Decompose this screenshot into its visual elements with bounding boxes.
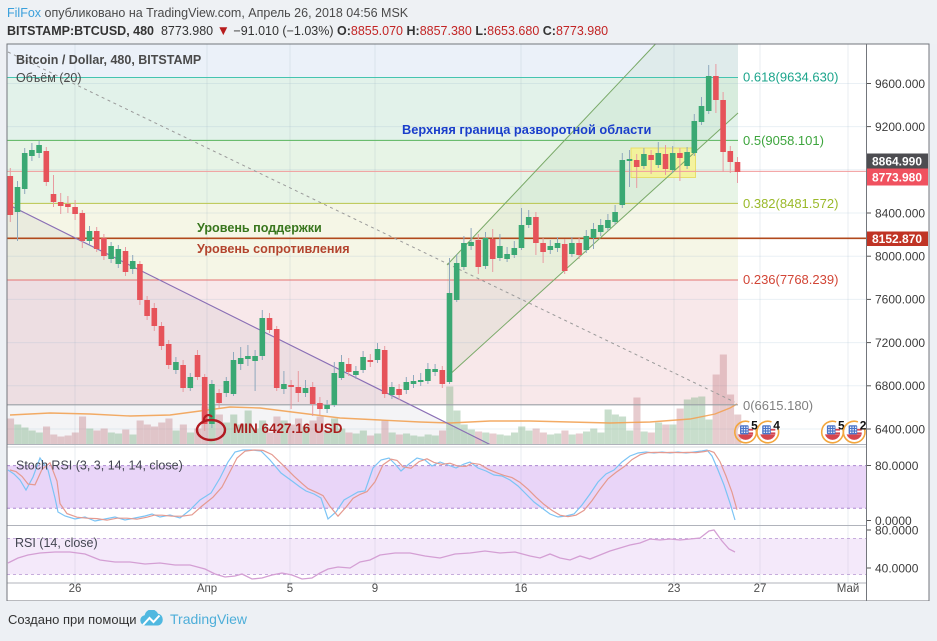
svg-text:40.0000: 40.0000 — [875, 561, 919, 575]
svg-text:Stoch RSI (3, 3, 14, 14, close: Stoch RSI (3, 3, 14, 14, close) — [16, 459, 183, 473]
svg-text:9: 9 — [372, 583, 378, 595]
svg-text:MIN 6427.16 USD: MIN 6427.16 USD — [233, 421, 343, 436]
svg-text:Верхняя граница разворотной об: Верхняя граница разворотной области — [402, 122, 651, 137]
svg-text:26: 26 — [69, 583, 82, 595]
svg-text:0(6615.180): 0(6615.180) — [743, 398, 813, 413]
svg-text:4: 4 — [773, 419, 780, 433]
svg-text:80.0000: 80.0000 — [875, 523, 919, 537]
svg-text:8400.000: 8400.000 — [875, 206, 925, 220]
svg-text:7200.000: 7200.000 — [875, 336, 925, 350]
svg-text:8000.000: 8000.000 — [875, 250, 925, 264]
svg-text:0.5(9058.101): 0.5(9058.101) — [743, 133, 824, 148]
svg-text:23: 23 — [668, 583, 681, 595]
svg-text:5: 5 — [287, 583, 293, 595]
svg-text:0.618(9634.630): 0.618(9634.630) — [743, 70, 838, 85]
svg-text:Bitcoin / Dollar, 480, BITSTAM: Bitcoin / Dollar, 480, BITSTAMP — [16, 53, 201, 67]
svg-text:8773.980: 8773.980 — [872, 171, 922, 185]
svg-text:9600.000: 9600.000 — [875, 77, 925, 91]
svg-text:7600.000: 7600.000 — [875, 293, 925, 307]
svg-text:6400.000: 6400.000 — [875, 422, 925, 436]
svg-text:9200.000: 9200.000 — [875, 120, 925, 134]
svg-text:RSI (14, close): RSI (14, close) — [15, 536, 98, 550]
svg-text:0.0000: 0.0000 — [875, 514, 912, 528]
svg-text:6800.000: 6800.000 — [875, 379, 925, 393]
svg-text:5: 5 — [838, 419, 845, 433]
svg-text:2: 2 — [860, 419, 867, 433]
svg-text:Уровень поддержки: Уровень поддержки — [197, 221, 322, 235]
svg-text:27: 27 — [754, 583, 767, 595]
svg-text:0.236(7768.239): 0.236(7768.239) — [743, 272, 838, 287]
svg-text:16: 16 — [515, 583, 528, 595]
svg-text:0.382(8481.572): 0.382(8481.572) — [743, 196, 838, 211]
svg-text:8864.990: 8864.990 — [872, 154, 922, 168]
svg-text:Объём (20): Объём (20) — [16, 71, 82, 85]
svg-text:5: 5 — [751, 419, 758, 433]
svg-text:80.0000: 80.0000 — [875, 459, 919, 473]
svg-text:Уровень сопротивления: Уровень сопротивления — [197, 242, 350, 256]
svg-text:8152.870: 8152.870 — [872, 232, 922, 246]
svg-text:Май: Май — [837, 583, 860, 595]
svg-text:Апр: Апр — [197, 583, 217, 595]
